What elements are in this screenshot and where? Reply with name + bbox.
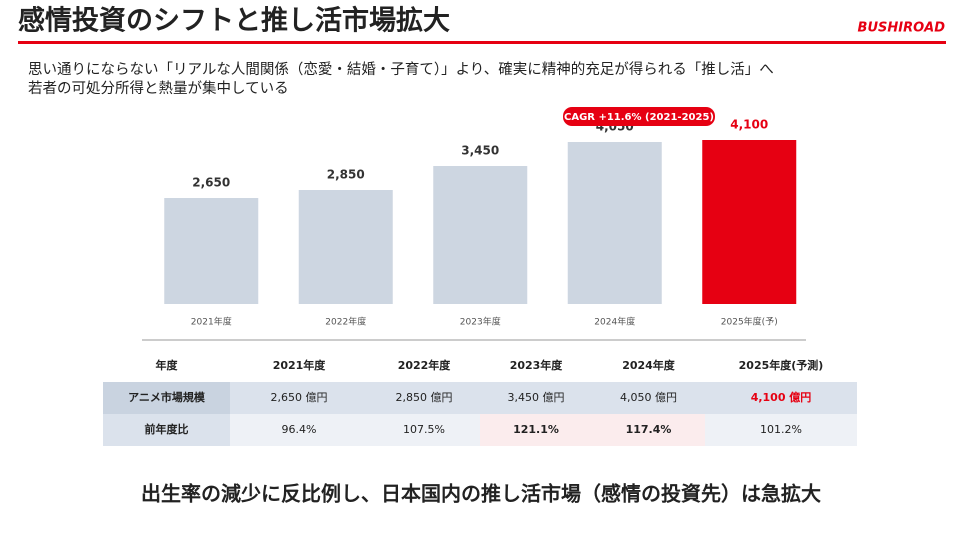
footer-message: 出生率の減少に反比例し、日本国内の推し活市場（感情の投資先）は急拡大 [141,482,821,506]
table-cell-bg [705,414,857,446]
x-tick-label: 2025年度(予) [721,316,778,328]
table-cell-bg [368,414,480,446]
table-cell: 2021年度 [273,358,327,372]
x-tick-label: 2023年度 [460,316,501,328]
table-cell: 2025年度(予測) [739,358,824,372]
table-cell: 4,100 億円 [751,390,812,404]
table-cell: 年度 [156,358,179,372]
table-cell-bg [480,382,592,414]
table-cell: 96.4% [282,423,317,436]
table-cell-bg [592,382,705,414]
table-cell: 101.2% [760,423,802,436]
table-cell-bg [230,414,368,446]
table-cell-bg [368,382,480,414]
bar [433,166,528,304]
value-label: 4,100 [730,118,768,132]
table-cell: 2022年度 [398,358,452,372]
slide-title: 感情投資のシフトと推し活市場拡大 [18,5,450,37]
bar [702,140,797,304]
table-cell: 4,050 億円 [620,391,677,404]
table-cell: 117.4% [626,423,672,436]
table-cell-bg [705,382,857,414]
subtitle-line: 思い通りにならない「リアルな人間関係（恋愛・結婚・子育て）」より、確実に精神的充… [28,60,774,78]
table-cell-bg [103,382,230,414]
bar [298,190,393,304]
table-cell-bg [592,414,705,446]
table-cell: 2,650 億円 [271,391,328,404]
table-cell-bg [230,382,368,414]
bar [164,198,259,304]
table-cell: 3,450 億円 [508,391,565,404]
annotation-box [563,107,715,126]
value-label: 2,650 [192,176,230,190]
subtitle-line: 若者の可処分所得と熱量が集中している [28,80,289,97]
table-cell: 121.1% [513,423,559,436]
value-label: 3,450 [461,144,499,158]
title-rule [18,41,946,44]
table-cell: 2,850 億円 [396,391,453,404]
x-tick-label: 2024年度 [594,316,635,328]
annotation: CAGR +11.6% (2021-2025) [564,112,714,123]
x-tick-label: 2021年度 [191,316,232,328]
table-cell: 107.5% [403,423,445,436]
table-cell: 前年度比 [145,422,189,436]
value-label: 2,850 [327,168,365,182]
table-cell: 2023年度 [510,358,564,372]
logo: BUSHIROAD [858,21,946,36]
bar [567,142,662,304]
table-cell-bg [480,414,592,446]
table-cell: アニメ市場規模 [128,390,206,404]
x-tick-label: 2022年度 [325,316,366,328]
table-cell: 2024年度 [622,358,676,372]
table-cell-bg [103,414,230,446]
